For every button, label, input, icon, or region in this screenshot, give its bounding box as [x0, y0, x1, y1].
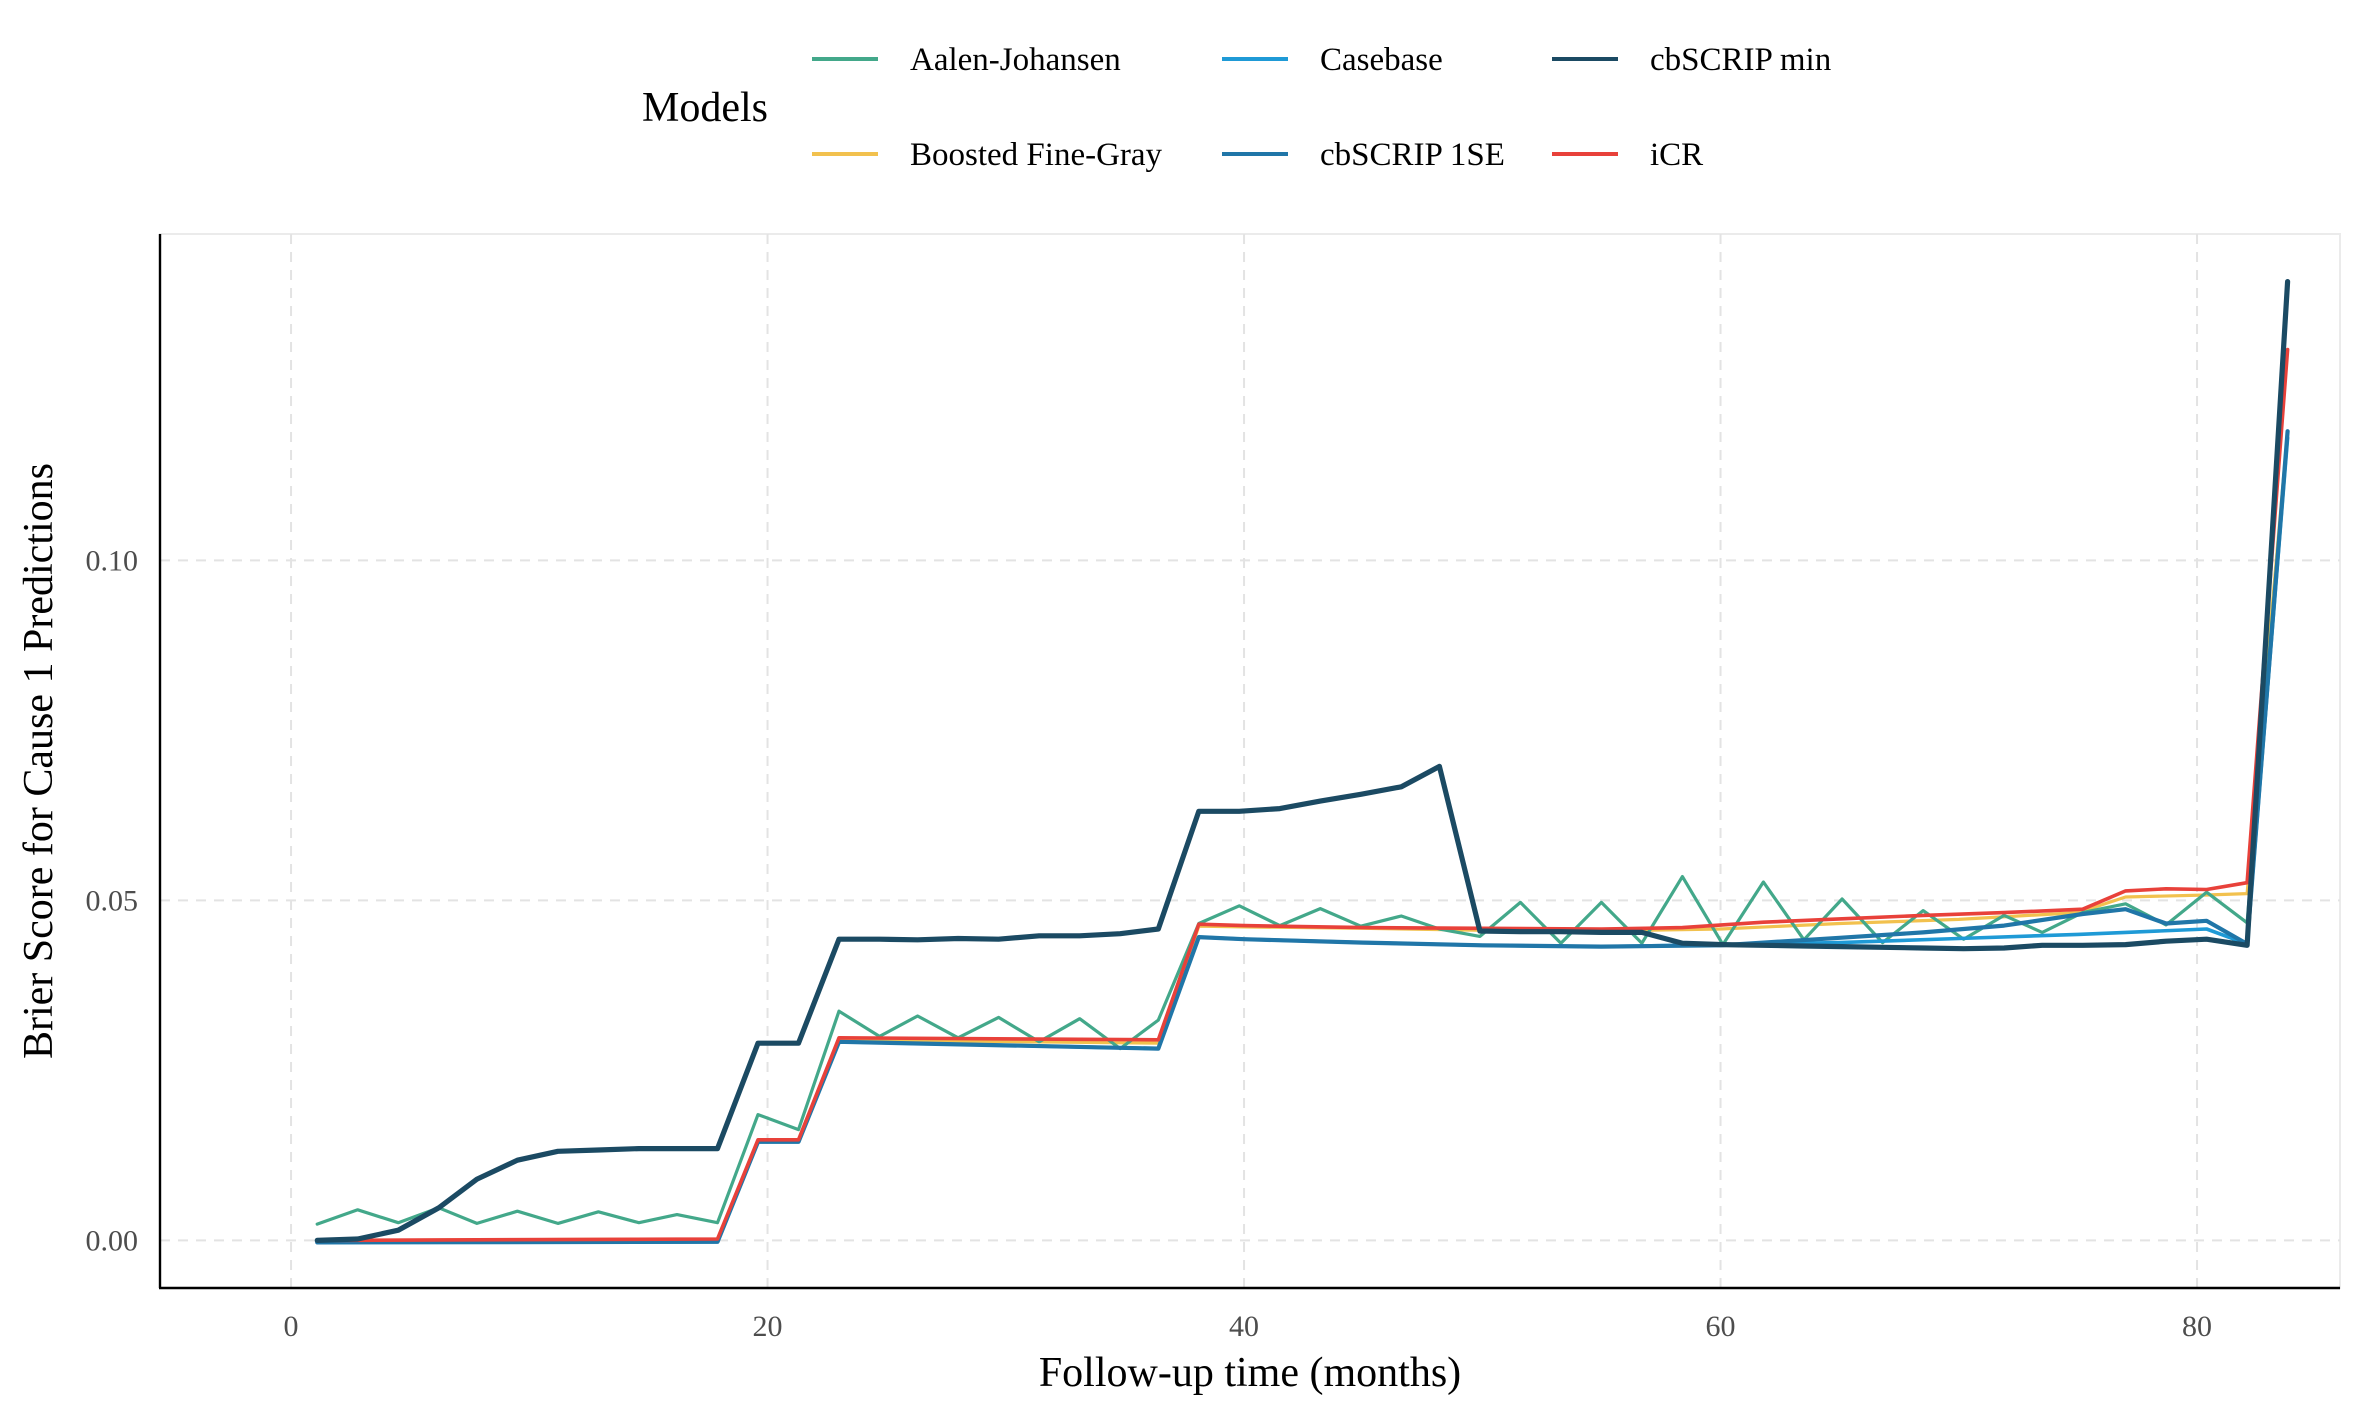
grid	[159, 233, 2341, 1289]
legend-label-aalen-johansen: Aalen-Johansen	[910, 42, 1121, 78]
y-tick-label: 0.10	[86, 544, 139, 577]
legend-label-casebase: Casebase	[1320, 42, 1443, 78]
legend-label-icr: iCR	[1650, 137, 1703, 173]
tick-labels: 0 20 40 60 80 0.00 0.05 0.10	[86, 544, 2213, 1343]
y-tick-label: 0.00	[86, 1224, 139, 1257]
x-tick-label: 80	[2182, 1310, 2212, 1343]
series-line-cbscrip-min	[314, 279, 2291, 1244]
y-axis-title: Brier Score for Cause 1 Predictions	[16, 463, 62, 1059]
plot-panel	[159, 233, 2341, 1289]
series-line-aalen-johansen	[315, 429, 2290, 1226]
series-lines	[314, 279, 2291, 1245]
legend-title: Models	[642, 85, 768, 131]
x-tick-label: 20	[753, 1310, 783, 1343]
series-line-icr	[315, 347, 2290, 1243]
series-line-boosted-fine-gray	[315, 429, 2290, 1243]
x-tick-label: 60	[1706, 1310, 1736, 1343]
x-tick-label: 40	[1229, 1310, 1259, 1343]
series-line-casebase	[315, 436, 2290, 1245]
legend: Models Aalen-Johansen Boosted Fine-Gray Ca…	[642, 42, 1831, 173]
axes	[158, 234, 2340, 1290]
y-tick-label: 0.05	[86, 884, 139, 917]
x-tick-label: 0	[284, 1310, 299, 1343]
x-axis-title: Follow-up time (months)	[1039, 1350, 1461, 1396]
series-line-cbscrip-1se	[315, 429, 2290, 1245]
legend-label-boosted-fine-gray: Boosted Fine-Gray	[910, 137, 1163, 173]
legend-label-cbscrip-1se: cbSCRIP 1SE	[1320, 137, 1505, 173]
legend-label-cbscrip-min: cbSCRIP min	[1650, 42, 1831, 78]
